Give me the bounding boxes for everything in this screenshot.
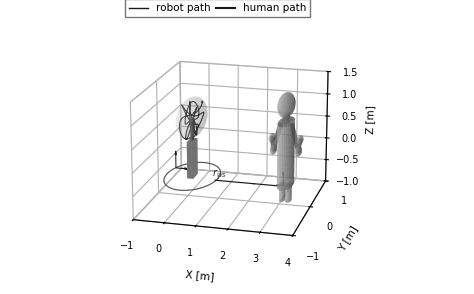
- Legend: robot path, human path: robot path, human path: [125, 0, 310, 17]
- X-axis label: X [m]: X [m]: [185, 269, 214, 282]
- Y-axis label: Y [m]: Y [m]: [337, 224, 360, 253]
